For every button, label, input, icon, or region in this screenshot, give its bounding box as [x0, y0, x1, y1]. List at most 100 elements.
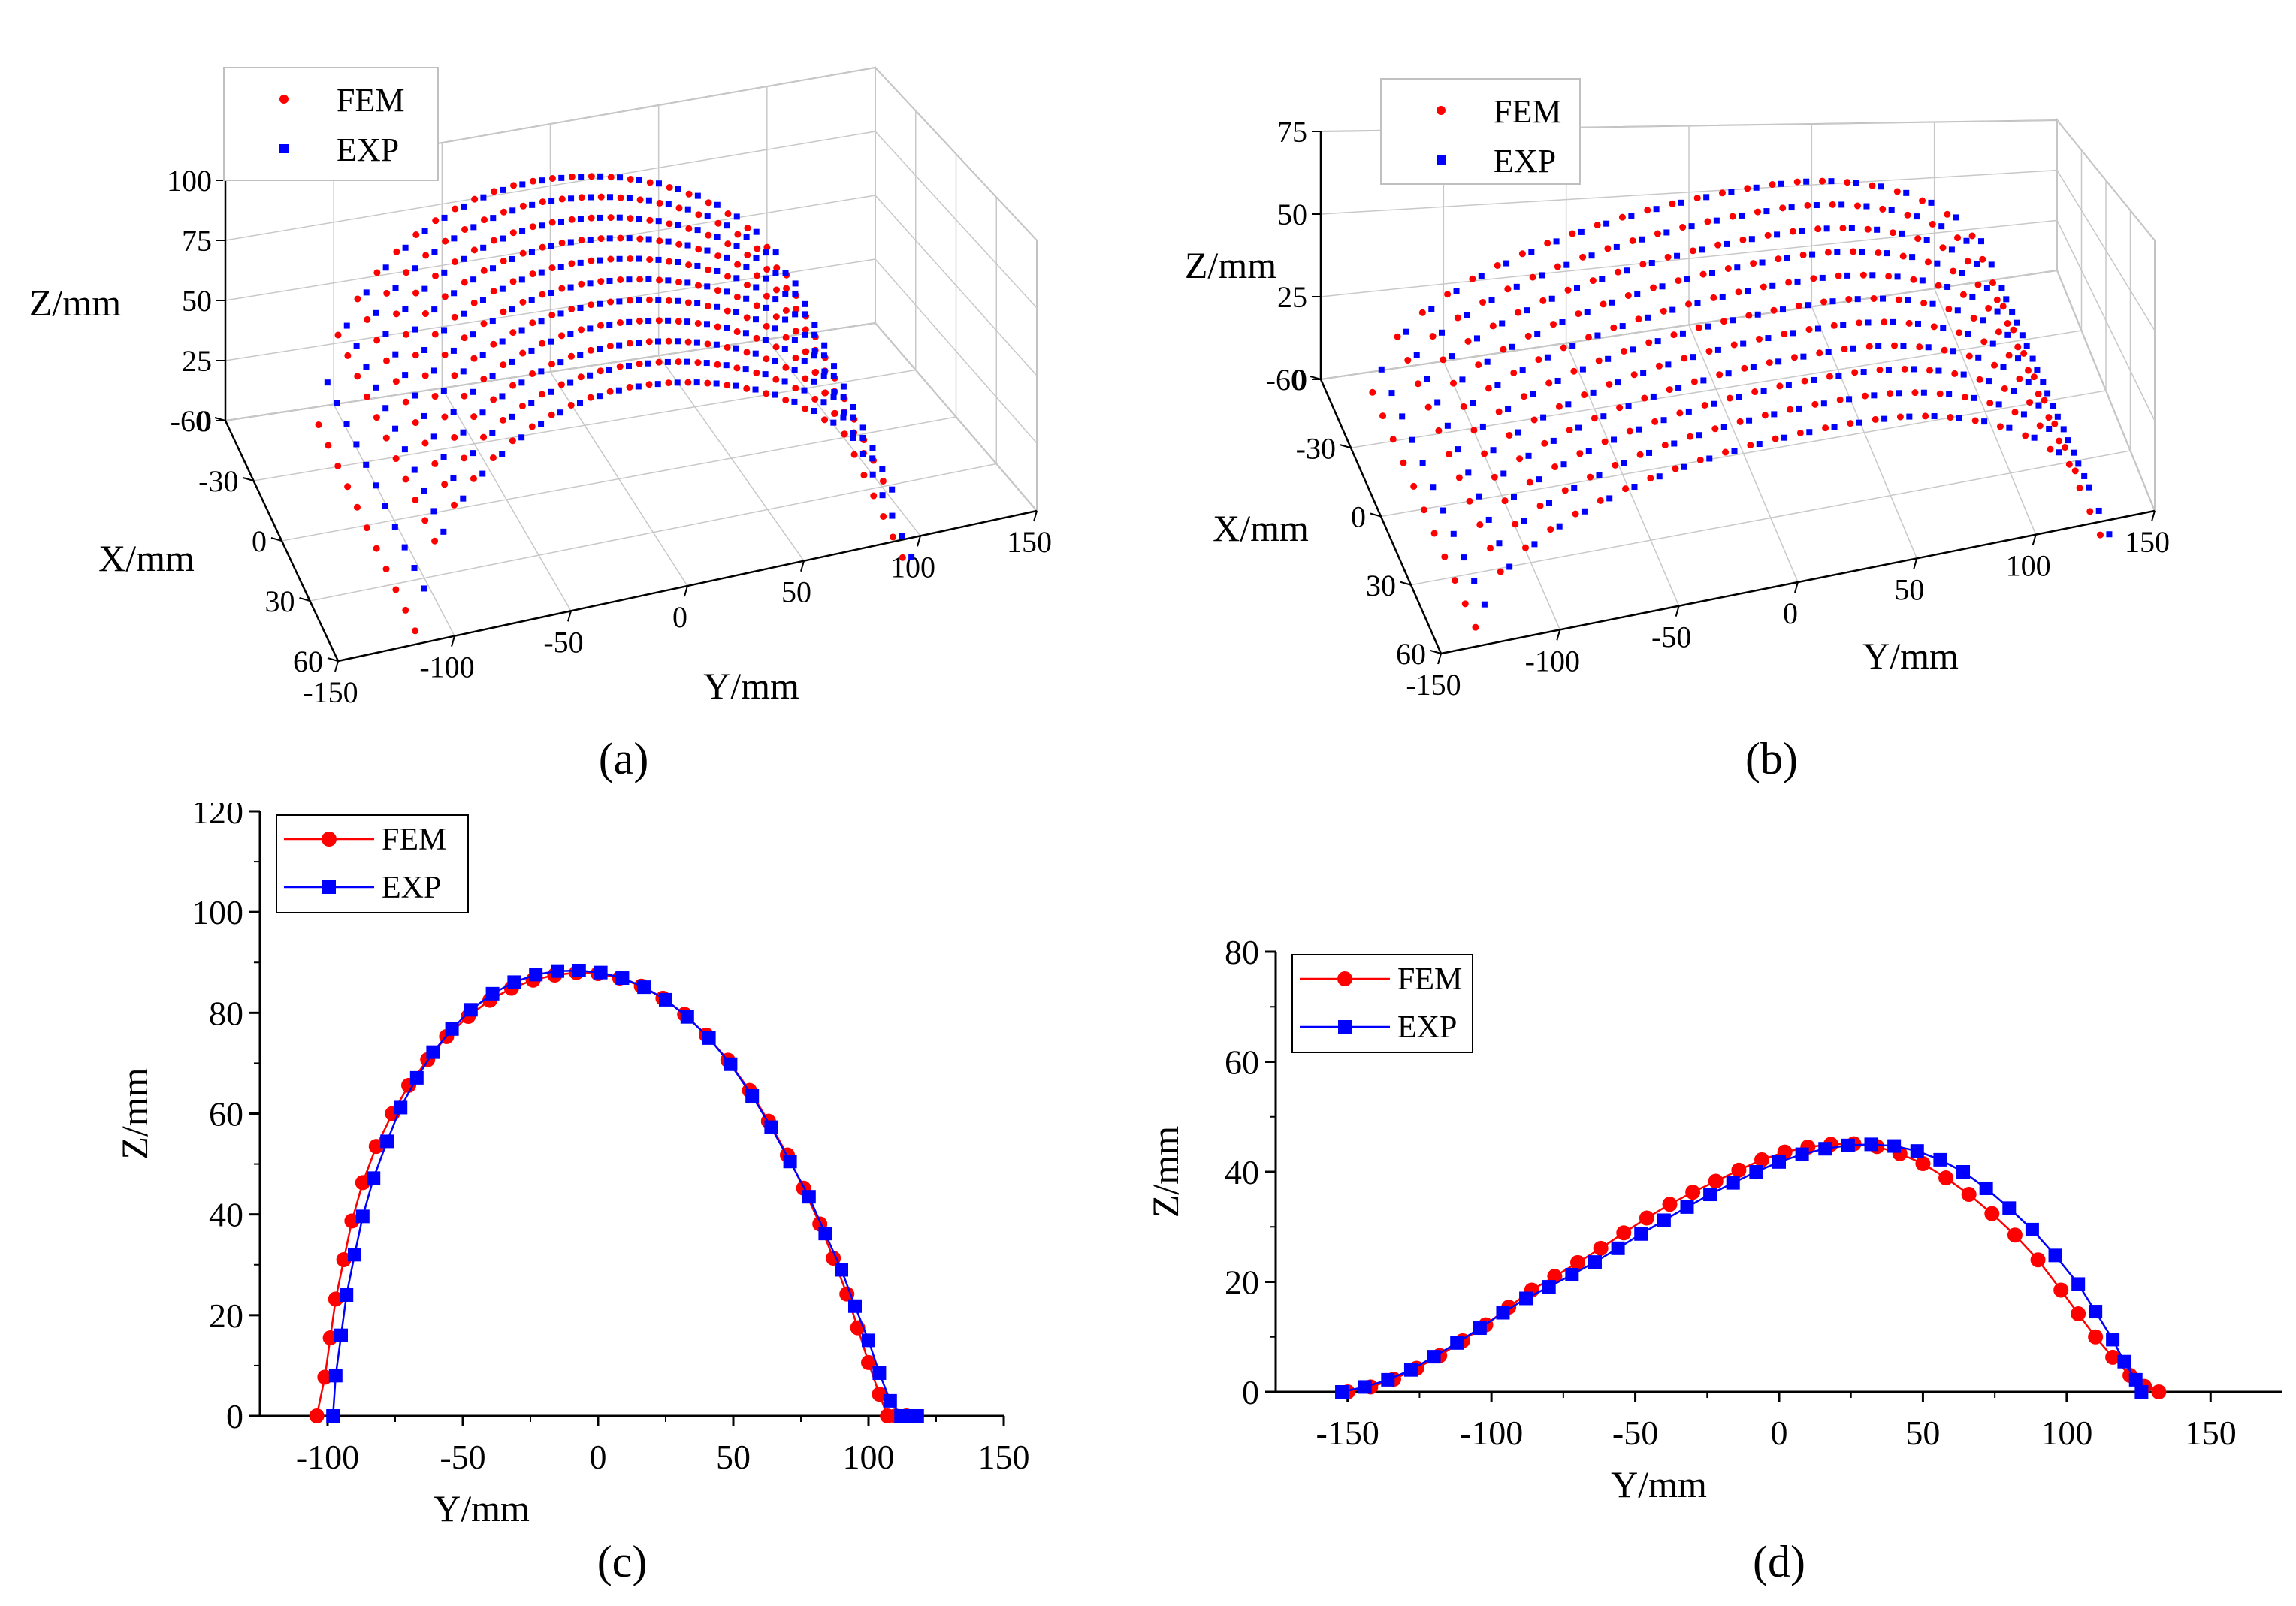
data-point-fem [665, 337, 672, 345]
data-point-fem [568, 260, 576, 267]
data-point-exp [1725, 370, 1732, 377]
data-point-exp [1909, 254, 1916, 261]
data-point-exp [811, 408, 817, 415]
data-point-fem [1630, 371, 1638, 379]
floor [224, 322, 1038, 663]
data-point-exp [626, 235, 633, 242]
data-point-exp [2023, 343, 2030, 349]
data-point-exp [1788, 204, 1795, 211]
data-point-exp [811, 378, 817, 385]
data-point-fem [548, 411, 555, 418]
data-point-exp [391, 524, 398, 530]
data-point-exp [485, 986, 500, 1001]
data-point-exp [1841, 1138, 1855, 1152]
data-point-exp [1509, 343, 1515, 350]
data-point-exp [373, 384, 379, 391]
data-point-fem [412, 627, 419, 635]
data-point-exp [2065, 437, 2071, 444]
data-point-exp [811, 331, 818, 338]
data-point-fem [519, 249, 527, 257]
data-point-fem [1500, 346, 1507, 353]
data-point-exp [1399, 413, 1406, 420]
data-point-fem [1400, 459, 1407, 466]
data-point-exp [1419, 460, 1426, 466]
data-point-exp [2046, 425, 2053, 432]
data-point-fem [1593, 1240, 1609, 1256]
data-point-fem [354, 373, 361, 380]
data-point-exp [684, 358, 690, 365]
data-point-exp [568, 195, 575, 202]
data-point-fem [1853, 202, 1861, 210]
y-tick-mark [1675, 605, 1680, 617]
data-point-fem [1369, 388, 1376, 396]
data-point-fem [1410, 482, 1418, 490]
data-point-exp [2056, 449, 2062, 456]
data-point-exp [802, 1190, 816, 1204]
x-tick-label: -50 [440, 1438, 485, 1476]
data-point-exp [2025, 1222, 2039, 1236]
data-point-exp [1679, 330, 1686, 337]
data-point-exp [792, 311, 799, 318]
data-point-exp [421, 585, 427, 592]
data-point-exp [430, 508, 437, 515]
data-point-fem [1651, 418, 1659, 425]
y-tick-mark [684, 585, 688, 597]
data-point-exp [2006, 424, 2013, 431]
data-point-fem [1389, 436, 1397, 443]
data-point-fem [2010, 326, 2017, 334]
data-point-fem [500, 208, 507, 216]
data-point-exp [430, 367, 437, 374]
data-point-fem [1839, 225, 1847, 232]
data-point-exp [1974, 261, 1980, 267]
data-point-fem [481, 216, 488, 224]
data-point-exp [1539, 272, 1545, 279]
data-point-fem [1539, 297, 1547, 304]
data-point-fem [1965, 352, 1973, 360]
data-point-exp [460, 368, 467, 375]
data-point-exp [841, 409, 847, 416]
data-point-exp [1975, 354, 1982, 361]
data-point-fem [1724, 264, 1732, 272]
data-point-exp [615, 387, 622, 394]
data-point-fem [1790, 354, 1798, 361]
data-point-exp [723, 362, 730, 369]
data-point-exp [507, 975, 521, 989]
data-point-exp [617, 174, 624, 181]
data-point-exp [1625, 403, 1632, 409]
data-point-exp [577, 304, 584, 311]
data-point-exp [326, 1409, 340, 1423]
data-point-exp [704, 283, 711, 290]
data-point-exp [1605, 355, 1612, 362]
data-point-fem [684, 338, 692, 346]
data-point-exp [636, 340, 642, 346]
data-point-fem [753, 334, 760, 342]
data-point-exp [1903, 189, 1910, 196]
data-point-fem [1687, 433, 1694, 440]
data-point-exp [499, 338, 506, 345]
data-point-exp [401, 544, 408, 551]
data-point-fem [1690, 378, 1698, 385]
data-point-fem [705, 231, 712, 239]
data-point-fem [1914, 235, 1922, 243]
data-point-fem [1441, 553, 1449, 560]
data-point-fem [452, 205, 459, 213]
data-point-exp [1657, 1213, 1671, 1227]
data-point-exp [382, 264, 389, 271]
x-tick-label: 60 [293, 645, 323, 678]
data-point-exp [353, 343, 360, 349]
data-point-fem [783, 285, 790, 292]
grid-line [1320, 219, 2058, 297]
data-point-exp [1381, 1372, 1395, 1387]
data-point-fem [1461, 600, 1469, 608]
x-tick-label: 30 [265, 584, 295, 618]
y-tick-mark [334, 660, 339, 672]
data-point-fem [1810, 275, 1817, 282]
data-point-fem [344, 1213, 360, 1229]
data-point-fem [1980, 338, 1988, 346]
data-point-exp [694, 262, 701, 269]
data-point-fem [2051, 420, 2059, 427]
data-point-exp [363, 364, 370, 370]
y-tick-label: 50 [781, 575, 811, 609]
legend-label-exp: EXP [382, 871, 441, 905]
data-point-fem [782, 306, 790, 314]
